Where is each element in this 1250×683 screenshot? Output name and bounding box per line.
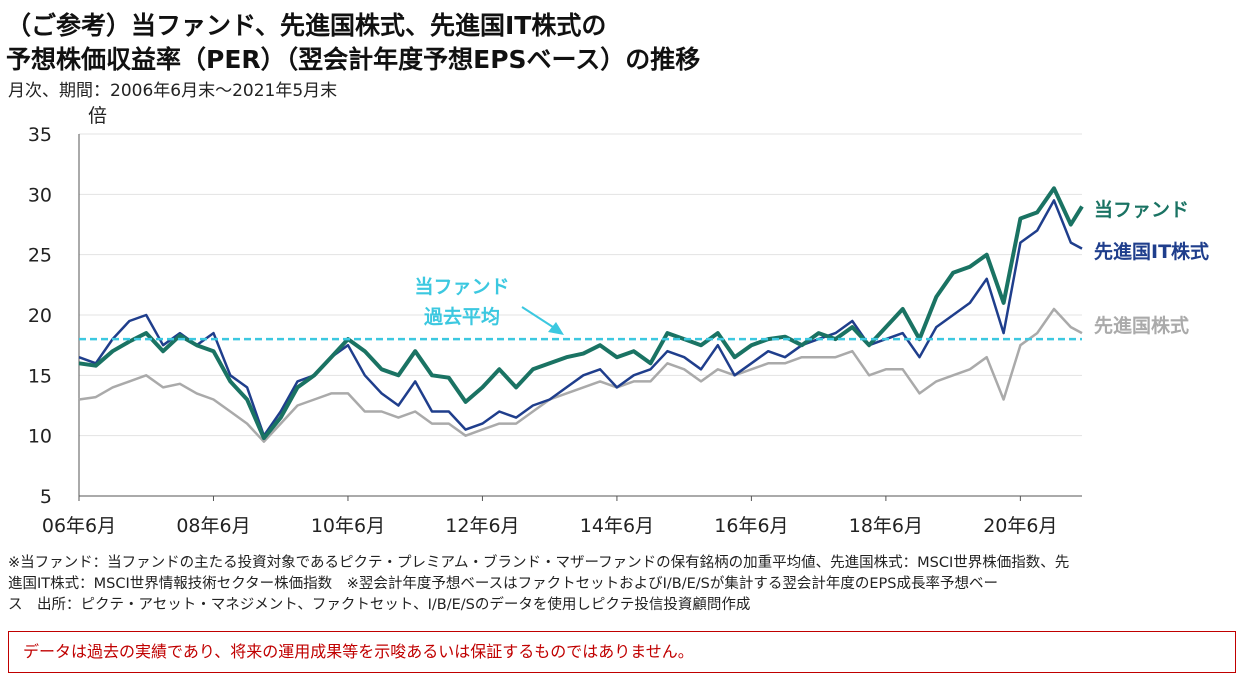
- average-label-line1: 当ファンド: [414, 275, 509, 298]
- average-label-line2: 過去平均: [424, 305, 500, 328]
- x-tick-label: 20年6月: [983, 515, 1057, 537]
- series-line-2: [78, 307, 1083, 443]
- footnote-line: 進国IT株式：MSCI世界情報技術セクター株価指数 ※翌会計年度予想ベースはファ…: [8, 576, 998, 592]
- x-tick-label: 18年6月: [849, 515, 923, 537]
- chart-title-line1: （ご参考）当ファンド、先進国株式、先進国IT株式の: [6, 11, 607, 40]
- y-tick-label: 35: [28, 124, 52, 146]
- footnote-line: ス 出所：ピクテ・アセット・マネジメント、ファクトセット、I/B/E/Sのデータ…: [8, 597, 751, 613]
- series-line-0: [78, 186, 1084, 441]
- series-label-2: 先進国株式: [1094, 314, 1189, 337]
- y-tick-label: 25: [28, 245, 52, 267]
- y-axis-unit: 倍: [88, 105, 107, 127]
- y-tick-label: 5: [40, 486, 52, 508]
- x-tick-label: 16年6月: [714, 515, 788, 537]
- chart-title-line2: 予想株価収益率（PER）（翌会計年度予想EPSベース）の推移: [6, 45, 701, 74]
- x-tick-label: 12年6月: [445, 515, 519, 537]
- y-tick-label: 15: [28, 365, 52, 387]
- x-tick-label: 10年6月: [311, 515, 385, 537]
- y-tick-label: 20: [28, 305, 52, 327]
- average-arrow-shaft: [521, 306, 557, 330]
- footnote-line: ※当ファンド：当ファンドの主たる投資対象であるピクテ・プレミアム・ブランド・マザ…: [8, 555, 1070, 571]
- average-arrow-head: [548, 322, 564, 335]
- series-label-0: 当ファンド: [1094, 198, 1189, 221]
- x-tick-label: 08年6月: [176, 515, 250, 537]
- per-line-chart: 5 10 15 20 25 30 35 倍 06年6月 08年6月 10年6月 12年6月 14年6月 1…: [28, 105, 1209, 537]
- y-tick-label: 30: [28, 184, 52, 206]
- y-tick-label: 10: [28, 426, 52, 448]
- x-tick-label: 06年6月: [42, 515, 116, 537]
- chart-subtitle: 月次、期間：2006年6月末～2021年5月末: [8, 81, 338, 101]
- x-tick-label: 14年6月: [580, 515, 654, 537]
- series-label-1: 先進国IT株式: [1094, 240, 1209, 263]
- series-line-1: [78, 199, 1083, 437]
- footnotes: ※当ファンド：当ファンドの主たる投資対象であるピクテ・プレミアム・ブランド・マザ…: [8, 553, 1240, 616]
- disclaimer-box: データは過去の実績であり、将来の運用成果等を示唆あるいは保証するものではありませ…: [8, 631, 1236, 673]
